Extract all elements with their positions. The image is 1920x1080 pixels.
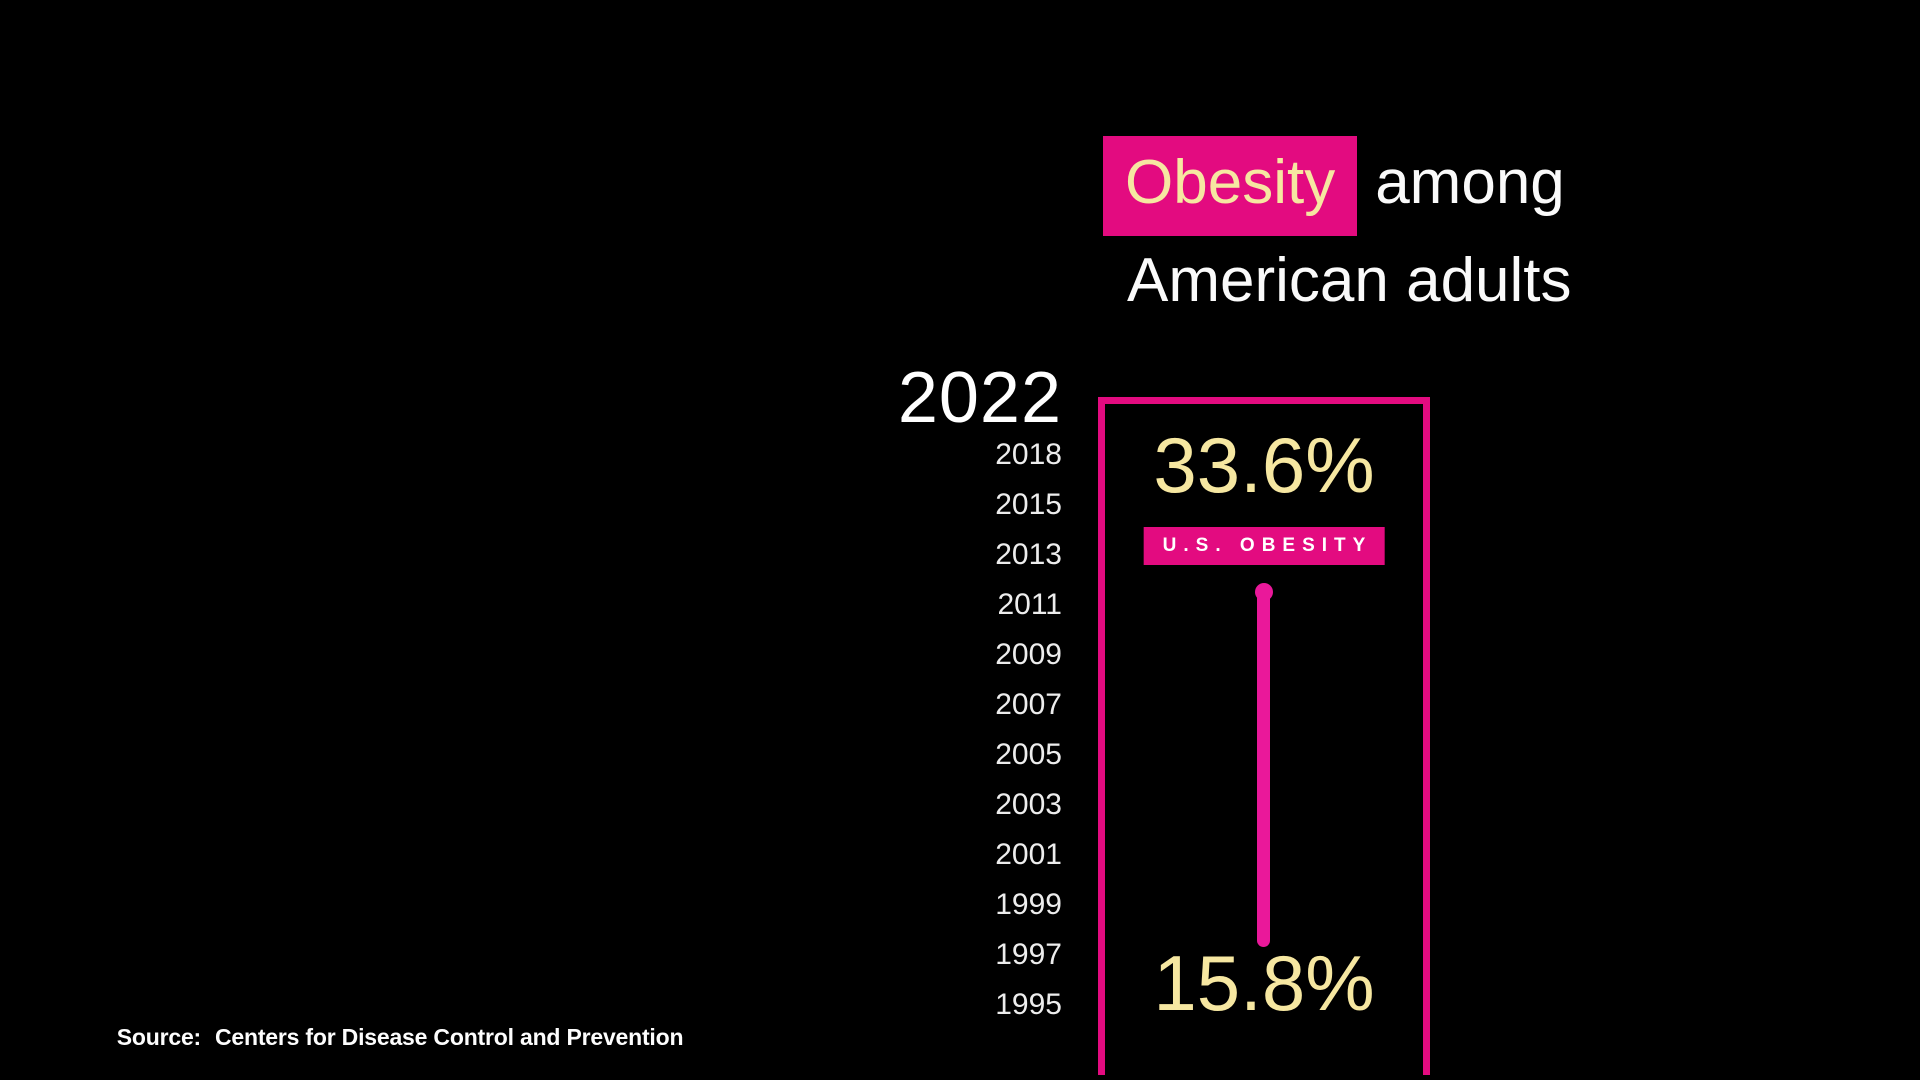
year-item: 2005 (995, 738, 1062, 771)
chart-title: Obesity among American adults (1103, 136, 1572, 312)
year-list: 2018 2015 2013 2011 2009 2007 2005 2003 … (662, 430, 1062, 1030)
source-note: Source: Centers for Disease Control and P… (92, 997, 684, 1078)
year-item: 1997 (995, 938, 1062, 971)
title-rest: among (1375, 148, 1565, 217)
current-value-label: 33.6% (1153, 421, 1375, 509)
title-highlight: Obesity (1103, 136, 1358, 236)
chart-panel: 33.6% U.S. OBESITY 15.8% (1098, 397, 1430, 1075)
chart-title-line2: American adults (1127, 245, 1572, 315)
baseline-value-label: 15.8% (1153, 939, 1375, 1027)
year-item: 1995 (995, 988, 1062, 1021)
year-ticker: 2022 2018 2015 2013 2011 2009 2007 2005 … (662, 362, 1062, 1030)
year-item: 2013 (995, 538, 1062, 571)
year-item: 2011 (997, 588, 1062, 621)
current-year: 2022 (897, 358, 1062, 438)
year-item: 2018 (995, 438, 1062, 471)
year-item: 2001 (995, 838, 1062, 871)
year-item: 2007 (995, 688, 1062, 721)
chart-title-line1: Obesity among (1103, 136, 1572, 236)
year-item: 2015 (995, 488, 1062, 521)
series-badge: U.S. OBESITY (1143, 527, 1385, 565)
source-text: Centers for Disease Control and Preventi… (215, 1024, 684, 1050)
lollipop-line (1257, 592, 1270, 947)
year-item: 2003 (995, 788, 1062, 821)
source-prefix: Source: (116, 1024, 201, 1050)
year-item: 2009 (995, 638, 1062, 671)
year-item: 1999 (995, 888, 1062, 921)
